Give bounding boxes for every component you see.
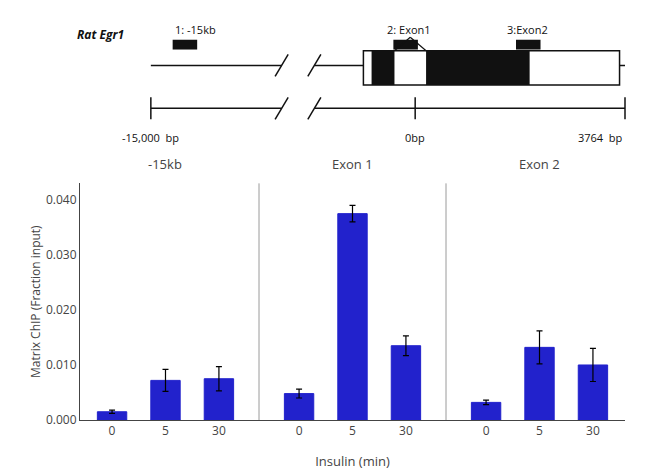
svg-text:5: 5 — [349, 422, 356, 439]
svg-text:Exon 2: Exon 2 — [519, 155, 560, 173]
svg-text:-15kb: -15kb — [148, 155, 182, 173]
svg-text:3764 bp: 3764 bp — [578, 130, 623, 145]
svg-text:Matrix ChIP (Fraction input): Matrix ChIP (Fraction input) — [27, 225, 44, 378]
svg-text:0: 0 — [109, 422, 116, 439]
svg-text:30: 30 — [212, 422, 226, 439]
svg-text:0: 0 — [296, 422, 303, 439]
svg-text:30: 30 — [399, 422, 413, 439]
svg-text:0: 0 — [483, 422, 490, 439]
svg-text:5: 5 — [536, 422, 543, 439]
svg-text:-15,000 bp: -15,000 bp — [122, 130, 179, 145]
svg-text:0.010: 0.010 — [46, 356, 77, 373]
svg-text:Exon 1: Exon 1 — [332, 155, 373, 173]
svg-text:0.000: 0.000 — [46, 411, 77, 428]
svg-text:Rat Egr1: Rat Egr1 — [77, 26, 124, 43]
svg-text:3:Exon2: 3:Exon2 — [507, 22, 548, 37]
svg-text:Insulin (min): Insulin (min) — [315, 452, 390, 470]
svg-text:0bp: 0bp — [405, 130, 425, 145]
svg-text:0.030: 0.030 — [46, 246, 77, 263]
svg-text:1: -15kb: 1: -15kb — [175, 22, 216, 37]
svg-text:0.020: 0.020 — [46, 301, 77, 318]
svg-text:5: 5 — [162, 422, 169, 439]
svg-text:0.040: 0.040 — [46, 191, 77, 208]
svg-text:2: Exon1: 2: Exon1 — [387, 22, 431, 37]
svg-text:30: 30 — [586, 422, 600, 439]
